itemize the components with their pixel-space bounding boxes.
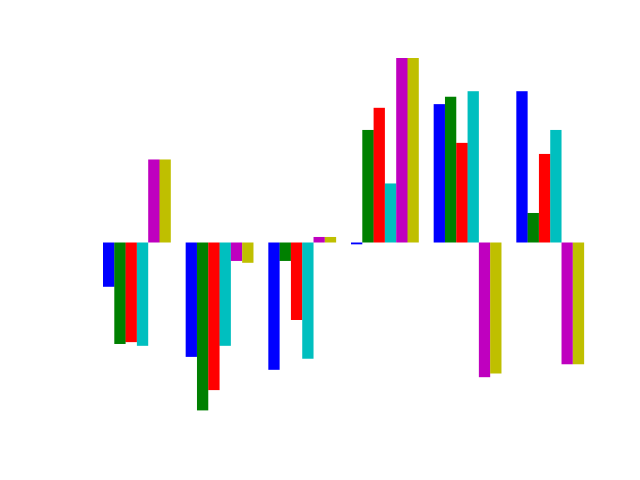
bar-series-5-category-5 — [478, 242, 491, 378]
bar-series-6-category-3 — [324, 236, 337, 243]
bar-series-4-category-2 — [219, 242, 231, 346]
bar-series-1-category-2 — [185, 242, 197, 357]
bar-series-6-category-1 — [159, 159, 171, 243]
bar-series-4-category-1 — [136, 242, 149, 346]
bar-series-4-category-3 — [302, 242, 314, 359]
bar-series-4-category-6 — [550, 129, 562, 243]
bar-series-5-category-4 — [396, 58, 408, 243]
bar-series-2-category-2 — [196, 242, 209, 411]
bar-series-3-category-1 — [125, 242, 137, 343]
bar-series-5-category-2 — [230, 242, 243, 261]
bar-series-1-category-3 — [268, 242, 280, 370]
bar-series-5-category-1 — [148, 159, 160, 243]
bar-series-6-category-2 — [242, 242, 254, 263]
bar-series-1-category-6 — [516, 91, 528, 243]
bar-series-2-category-4 — [362, 129, 374, 243]
bar-series-4-category-4 — [384, 183, 397, 243]
bar-series-5-category-6 — [561, 242, 573, 365]
bar-series-3-category-2 — [208, 242, 220, 391]
bar-series-6-category-5 — [490, 242, 502, 374]
bar-series-1-category-1 — [103, 242, 115, 287]
bar-series-5-category-3 — [313, 236, 325, 243]
bar-series-6-category-6 — [572, 242, 585, 365]
bar-series-2-category-3 — [279, 242, 291, 261]
bar-series-3-category-3 — [290, 242, 303, 320]
bars-layer — [103, 58, 585, 411]
bar-series-2-category-6 — [527, 212, 539, 243]
bar-series-2-category-5 — [444, 96, 457, 243]
bar-series-3-category-4 — [373, 107, 385, 243]
bar-series-4-category-5 — [467, 91, 479, 243]
bar-series-2-category-1 — [114, 242, 126, 344]
bar-series-1-category-4 — [351, 242, 363, 245]
bar-series-3-category-5 — [456, 142, 468, 243]
bar-series-6-category-4 — [407, 58, 419, 243]
bar-series-3-category-6 — [538, 153, 551, 243]
bar-series-1-category-5 — [433, 104, 445, 243]
